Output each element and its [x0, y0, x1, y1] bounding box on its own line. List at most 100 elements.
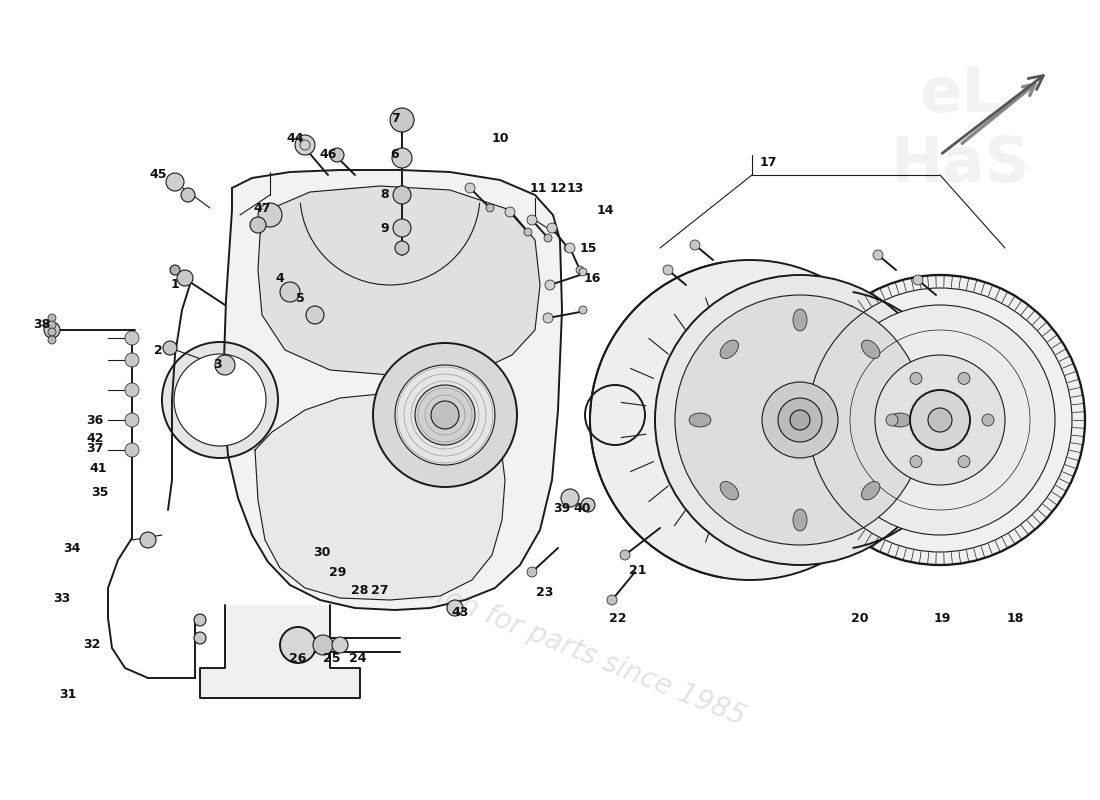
- Circle shape: [527, 567, 537, 577]
- Circle shape: [825, 305, 1055, 535]
- Text: 13: 13: [566, 182, 584, 194]
- Circle shape: [465, 183, 475, 193]
- Circle shape: [544, 280, 556, 290]
- Text: 34: 34: [64, 542, 80, 554]
- Circle shape: [125, 353, 139, 367]
- Circle shape: [295, 135, 315, 155]
- Circle shape: [48, 321, 56, 329]
- Circle shape: [690, 240, 700, 250]
- Circle shape: [280, 282, 300, 302]
- Ellipse shape: [793, 309, 807, 331]
- Circle shape: [910, 373, 922, 385]
- Circle shape: [663, 265, 673, 275]
- Text: 16: 16: [583, 271, 601, 285]
- Text: 35: 35: [91, 486, 109, 498]
- Circle shape: [306, 306, 324, 324]
- Text: 33: 33: [54, 591, 70, 605]
- Circle shape: [886, 414, 898, 426]
- Text: 14: 14: [596, 203, 614, 217]
- Text: 32: 32: [84, 638, 101, 651]
- Text: 42: 42: [86, 431, 103, 445]
- Text: 31: 31: [59, 689, 77, 702]
- Text: 30: 30: [314, 546, 331, 558]
- Circle shape: [590, 260, 910, 580]
- Text: 8: 8: [381, 189, 389, 202]
- Circle shape: [392, 148, 412, 168]
- Text: 9: 9: [381, 222, 389, 234]
- Text: 27: 27: [372, 583, 388, 597]
- Circle shape: [125, 331, 139, 345]
- Circle shape: [314, 635, 333, 655]
- Circle shape: [125, 383, 139, 397]
- Text: 46: 46: [319, 149, 337, 162]
- Text: 5: 5: [296, 291, 305, 305]
- Circle shape: [579, 268, 587, 276]
- Circle shape: [395, 365, 495, 465]
- Ellipse shape: [861, 482, 880, 500]
- Circle shape: [620, 550, 630, 560]
- Text: 1: 1: [170, 278, 179, 291]
- Text: 17: 17: [759, 155, 777, 169]
- Text: 37: 37: [86, 442, 103, 454]
- Ellipse shape: [720, 482, 738, 500]
- Circle shape: [561, 489, 579, 507]
- Circle shape: [564, 244, 572, 252]
- Text: 23: 23: [537, 586, 553, 598]
- Text: 28: 28: [351, 583, 369, 597]
- Circle shape: [44, 322, 60, 338]
- Circle shape: [125, 413, 139, 427]
- Circle shape: [194, 632, 206, 644]
- Ellipse shape: [689, 413, 711, 427]
- Circle shape: [579, 306, 587, 314]
- Circle shape: [373, 343, 517, 487]
- Circle shape: [505, 207, 515, 217]
- Circle shape: [958, 455, 970, 467]
- Text: 25: 25: [323, 651, 341, 665]
- Ellipse shape: [793, 509, 807, 531]
- Circle shape: [48, 328, 56, 336]
- Polygon shape: [200, 605, 360, 698]
- Text: 4: 4: [276, 271, 285, 285]
- Circle shape: [48, 336, 56, 344]
- Polygon shape: [224, 170, 562, 610]
- Circle shape: [332, 637, 348, 653]
- Circle shape: [447, 600, 463, 616]
- Text: 11: 11: [529, 182, 547, 194]
- Circle shape: [214, 355, 235, 375]
- Text: 18: 18: [1006, 611, 1024, 625]
- Text: 24: 24: [350, 651, 366, 665]
- Circle shape: [163, 341, 177, 355]
- Text: 20: 20: [851, 611, 869, 625]
- Circle shape: [250, 217, 266, 233]
- Text: 38: 38: [33, 318, 51, 331]
- Circle shape: [790, 410, 810, 430]
- Circle shape: [174, 354, 266, 446]
- Circle shape: [194, 614, 206, 626]
- Circle shape: [395, 241, 409, 255]
- Text: 29: 29: [329, 566, 346, 578]
- Circle shape: [393, 186, 411, 204]
- Circle shape: [162, 342, 278, 458]
- Circle shape: [544, 234, 552, 242]
- Circle shape: [910, 390, 970, 450]
- Text: 19: 19: [933, 611, 950, 625]
- Circle shape: [581, 498, 595, 512]
- Circle shape: [125, 443, 139, 457]
- Text: 43: 43: [451, 606, 469, 618]
- Text: 12: 12: [549, 182, 566, 194]
- Ellipse shape: [889, 413, 911, 427]
- Circle shape: [778, 398, 822, 442]
- Text: 36: 36: [87, 414, 103, 426]
- Circle shape: [527, 215, 537, 225]
- Text: 2: 2: [154, 343, 163, 357]
- Circle shape: [958, 373, 970, 385]
- Circle shape: [874, 355, 1005, 485]
- Polygon shape: [258, 186, 540, 375]
- Circle shape: [675, 295, 925, 545]
- Circle shape: [170, 265, 180, 275]
- Text: 41: 41: [89, 462, 107, 474]
- Text: 44: 44: [286, 131, 304, 145]
- Text: 6: 6: [390, 149, 399, 162]
- Text: eL
HaS: eL HaS: [890, 66, 1030, 194]
- Text: 26: 26: [289, 651, 307, 665]
